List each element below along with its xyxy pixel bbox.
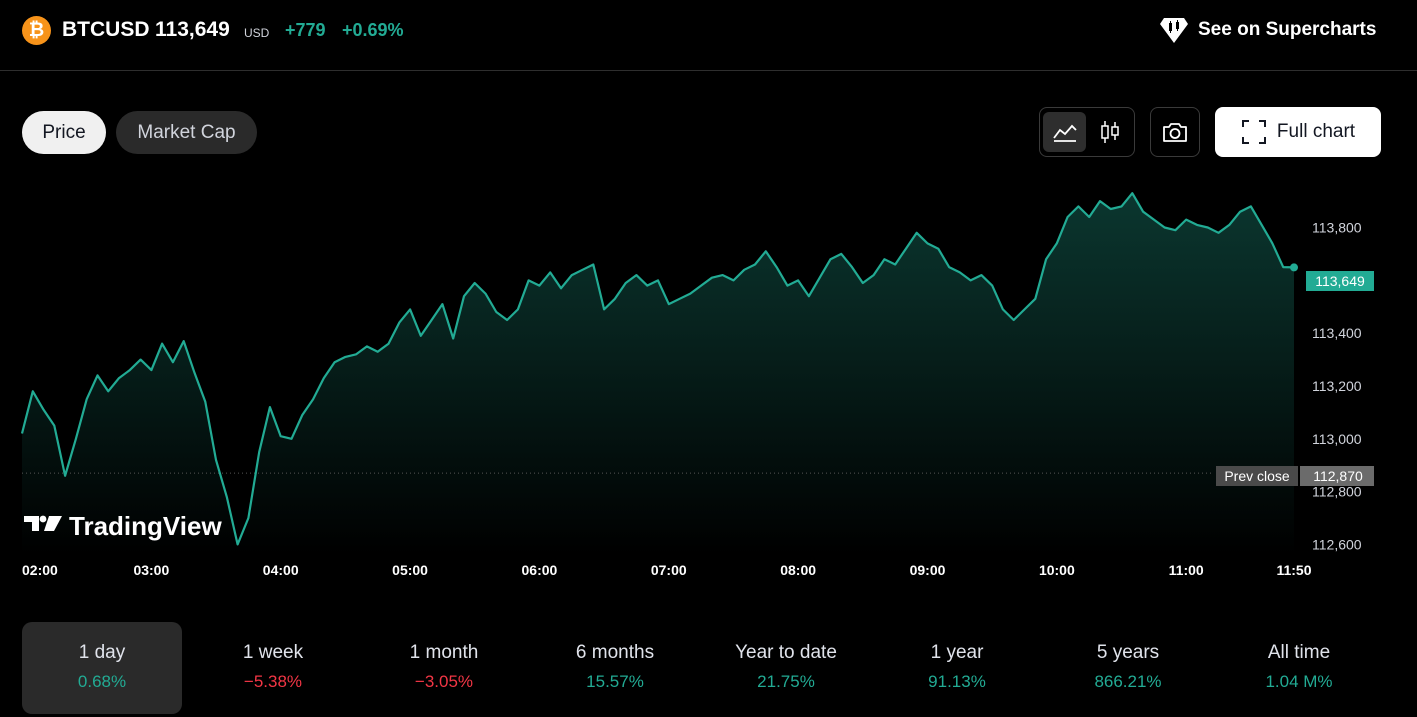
watermark-text: TradingView (69, 511, 222, 541)
x-tick-label: 06:00 (522, 562, 558, 578)
y-tick-label: 113,200 (1312, 378, 1362, 394)
period-value: 0.68% (77, 672, 127, 691)
period-1-week[interactable]: 1 week −5.38% (193, 622, 353, 714)
prev-close-value: 112,870 (1313, 468, 1363, 484)
period-label: Year to date (735, 642, 837, 663)
x-tick-label: 08:00 (780, 562, 816, 578)
period-1-month[interactable]: 1 month −3.05% (364, 622, 524, 714)
period-label: 1 month (409, 642, 479, 663)
period-value: 21.75% (757, 672, 815, 691)
period-label: 1 day (78, 642, 126, 663)
period-1-year[interactable]: 1 year 91.13% (877, 622, 1037, 714)
current-price: 113,649 (155, 18, 230, 41)
period-label: 1 year (930, 642, 984, 663)
x-tick-label: 11:50 (1276, 562, 1311, 578)
tradingview-logo-icon (24, 515, 62, 531)
x-tick-label: 02:00 (22, 562, 58, 578)
period-6-months[interactable]: 6 months 15.57% (535, 622, 695, 714)
see-on-supercharts-link[interactable]: See on Supercharts (1158, 14, 1376, 46)
price-chart[interactable]: 113,800113,600113,400113,200113,000112,8… (0, 160, 1417, 590)
tab-price[interactable]: Price (22, 111, 106, 154)
tradingview-supercharts-icon (1160, 18, 1188, 43)
price-change: +779 (285, 20, 326, 40)
price-change-percent: +0.69% (342, 20, 404, 40)
area-chart-button[interactable] (1043, 112, 1086, 152)
last-price-tag: 113,649 (1315, 273, 1365, 289)
period-value: −3.05% (414, 672, 474, 691)
y-tick-label: 113,800 (1312, 220, 1362, 236)
candlestick-icon (1100, 121, 1119, 143)
period-all-time[interactable]: All time 1.04 M% (1219, 622, 1379, 714)
x-tick-label: 03:00 (133, 562, 169, 578)
candlestick-chart-button[interactable] (1088, 112, 1131, 152)
period-value: 15.57% (586, 672, 644, 691)
period-value: 866.21% (1094, 672, 1162, 691)
last-price-dot (1290, 263, 1298, 272)
prev-close-value-bg (1300, 466, 1374, 486)
tradingview-watermark: TradingView (24, 511, 222, 541)
tab-market-cap[interactable]: Market Cap (116, 111, 257, 154)
chart-type-toggle (1039, 107, 1135, 157)
period-label: 1 week (242, 642, 304, 663)
x-tick-label: 11:00 (1169, 562, 1204, 578)
period-value: 91.13% (928, 672, 986, 691)
symbol-name: BTCUSD (62, 18, 150, 41)
period-label: 6 months (575, 642, 655, 663)
prev-close-tag-bg (1216, 466, 1298, 486)
period-1-day[interactable]: 1 day 0.68% (22, 622, 182, 714)
x-tick-label: 09:00 (910, 562, 946, 578)
price-area-fill (22, 193, 1294, 555)
full-chart-button[interactable]: Full chart (1215, 107, 1381, 157)
full-chart-label: Full chart (1276, 121, 1356, 142)
camera-icon (1163, 123, 1187, 142)
header-bar: ₿ BTCUSD 113,649 USD +779 +0.69% See on … (0, 0, 1417, 71)
period-value: 1.04 M% (1265, 672, 1333, 691)
period-label: 5 years (1096, 642, 1160, 663)
price-line (20, 192, 1295, 546)
y-tick-label: 113,000 (1312, 431, 1362, 447)
y-tick-label: 112,800 (1312, 484, 1362, 500)
supercharts-label: See on Supercharts (1198, 19, 1377, 40)
screenshot-button[interactable] (1150, 107, 1200, 157)
period-5-years[interactable]: 5 years 866.21% (1048, 622, 1208, 714)
last-price-tag-bg (1306, 271, 1374, 291)
prev-close-text: Prev close (1224, 468, 1290, 484)
x-tick-label: 04:00 (263, 562, 299, 578)
x-tick-label: 05:00 (392, 562, 428, 578)
fullscreen-icon (1241, 120, 1266, 144)
period-value: −5.38% (243, 672, 303, 691)
x-tick-label: 07:00 (651, 562, 687, 578)
x-tick-label: 10:00 (1039, 562, 1075, 578)
performance-periods: 1 day 0.68% 1 week −5.38% 1 month −3.05%… (22, 622, 1382, 714)
price-currency: USD (244, 26, 270, 40)
period-label: All time (1267, 642, 1331, 663)
period-year-to-date[interactable]: Year to date 21.75% (706, 622, 866, 714)
area-chart-icon (1052, 124, 1077, 142)
y-tick-label: 112,600 (1312, 536, 1362, 552)
y-tick-label: 113,400 (1312, 325, 1362, 341)
bitcoin-logo-icon: ₿ (22, 16, 51, 45)
